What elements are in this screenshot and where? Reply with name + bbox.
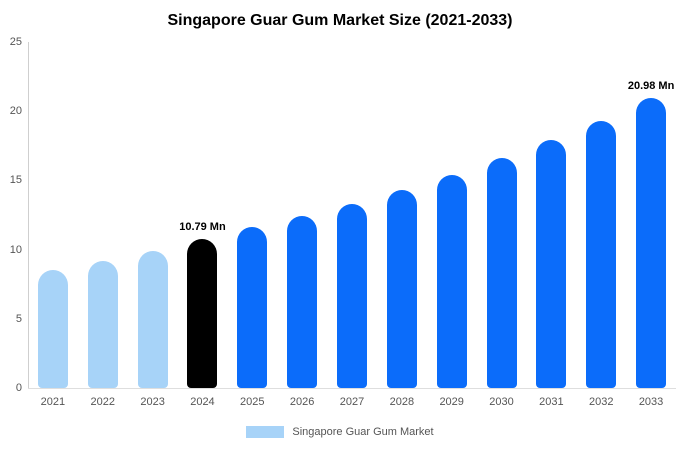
y-tick-label: 15 (9, 174, 22, 187)
x-tick-label: 2028 (389, 396, 415, 408)
y-tick-label: 10 (9, 243, 22, 256)
x-tick-label: 2031 (539, 396, 564, 408)
bar-value-label: 10.79 Mn (179, 220, 226, 233)
x-tick-label: 2021 (40, 396, 66, 408)
x-tick-label: 2029 (439, 396, 464, 408)
bar-2025 (237, 227, 268, 388)
bar-2021 (37, 270, 68, 388)
bar-2033 (636, 97, 667, 388)
bar-2024 (187, 238, 218, 388)
bar-2028 (386, 190, 417, 388)
x-tick-label: 2033 (638, 396, 664, 408)
x-tick-label: 2024 (190, 396, 215, 408)
y-tick-label: 0 (15, 382, 22, 394)
legend-label: Singapore Guar Gum Market (292, 426, 434, 438)
x-axis-line (28, 388, 676, 389)
bar-value-label: 20.98 Mn (627, 79, 675, 92)
x-tick-label: 2032 (588, 396, 614, 408)
y-tick-label: 25 (9, 36, 22, 48)
x-tick-label: 2022 (90, 396, 115, 408)
legend-swatch (246, 426, 285, 438)
legend: Singapore Guar Gum Market (0, 426, 680, 438)
bar-2031 (536, 140, 567, 388)
chart-title: Singapore Guar Gum Market Size (2021-203… (167, 12, 513, 29)
x-tick-label: 2023 (140, 396, 165, 408)
y-axis-line (28, 42, 29, 388)
x-tick-label: 2025 (240, 396, 265, 408)
bar-2022 (87, 260, 118, 388)
x-tick-label: 2026 (289, 396, 315, 408)
x-tick-label: 2027 (339, 396, 365, 408)
bar-2027 (337, 203, 367, 388)
bar-2023 (137, 250, 168, 388)
x-tick-label: 2030 (489, 396, 514, 408)
bar-2026 (287, 216, 318, 388)
bar-2029 (436, 174, 467, 388)
y-tick-label: 20 (9, 105, 22, 118)
y-tick-label: 5 (15, 312, 22, 325)
bar-2032 (586, 120, 617, 388)
bar-2030 (486, 158, 517, 388)
